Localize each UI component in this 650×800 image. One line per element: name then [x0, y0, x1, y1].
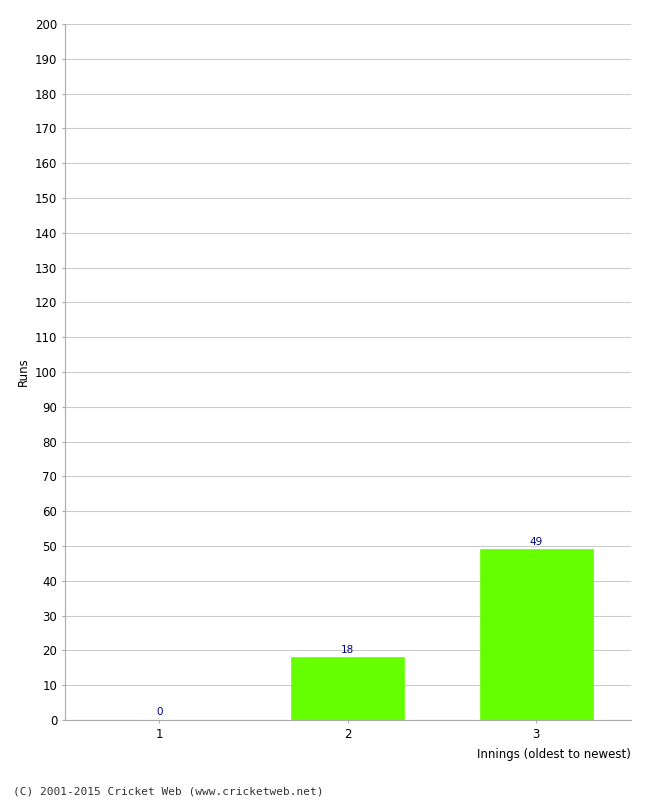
Bar — [291, 658, 404, 720]
Text: (C) 2001-2015 Cricket Web (www.cricketweb.net): (C) 2001-2015 Cricket Web (www.cricketwe… — [13, 786, 324, 796]
Text: 18: 18 — [341, 645, 354, 654]
Text: 49: 49 — [530, 537, 543, 546]
Text: 0: 0 — [156, 707, 162, 718]
Y-axis label: Runs: Runs — [16, 358, 29, 386]
Text: Innings (oldest to newest): Innings (oldest to newest) — [476, 748, 630, 761]
Bar — [480, 550, 593, 720]
